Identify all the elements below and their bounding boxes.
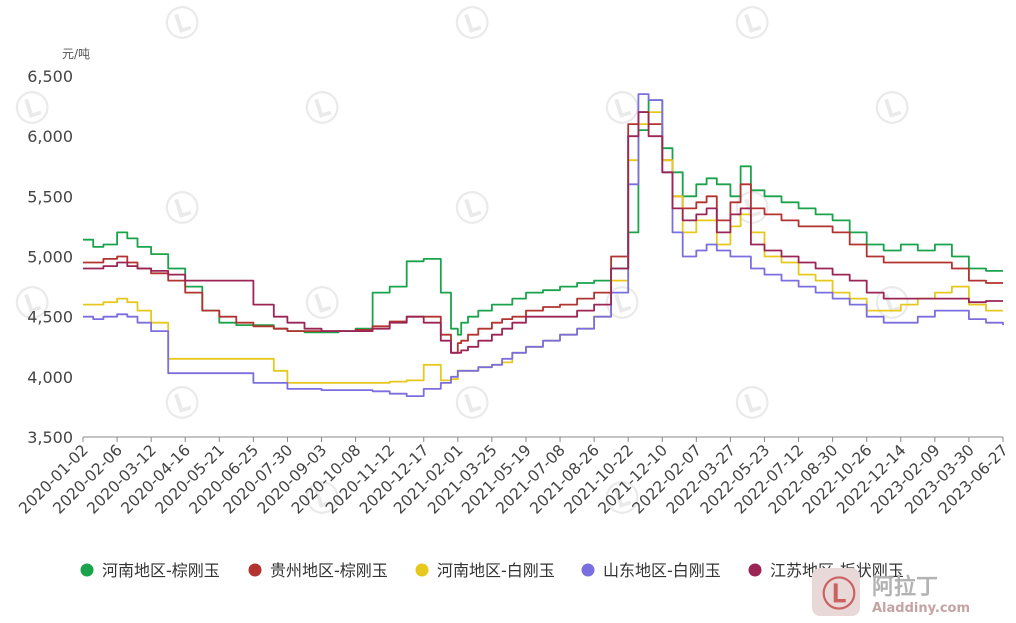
- legend-item: 贵州地区-棕刚玉: [248, 561, 388, 580]
- series-lines: [83, 93, 1004, 397]
- watermark-mark: Ⓛ: [300, 85, 345, 134]
- y-tick-label: 6,000: [27, 127, 73, 146]
- legend-marker: [748, 563, 762, 577]
- brand-logo-mark: Ⓛ: [822, 575, 856, 615]
- y-tick-label: 5,000: [27, 248, 73, 267]
- watermark-mark: Ⓛ: [450, 0, 495, 49]
- brand-logo: Ⓛ 阿拉丁 Aladdiny.com: [812, 568, 970, 616]
- legend-marker: [248, 563, 262, 577]
- x-axis: 2020-01-022020-02-062020-03-122020-04-16…: [15, 437, 1012, 518]
- legend-item: 河南地区-棕刚玉: [80, 561, 220, 580]
- legend-marker: [80, 563, 94, 577]
- legend-label: 河南地区-白刚玉: [437, 561, 555, 580]
- brand-url: Aladdiny.com: [872, 601, 970, 616]
- y-tick-label: 6,500: [27, 67, 73, 86]
- watermark-mark: Ⓛ: [160, 185, 205, 234]
- legend-marker: [581, 563, 595, 577]
- legend-label: 贵州地区-棕刚玉: [270, 561, 388, 580]
- legend: 河南地区-棕刚玉贵州地区-棕刚玉河南地区-白刚玉山东地区-白刚玉江苏地区-板状刚…: [80, 561, 904, 580]
- watermark-mark: Ⓛ: [730, 380, 775, 429]
- legend-item: 山东地区-白刚玉: [581, 561, 721, 580]
- y-unit-label: 元/吨: [62, 47, 90, 61]
- y-tick-label: 3,500: [27, 428, 73, 447]
- watermark-mark: Ⓛ: [870, 85, 915, 134]
- legend-item: 河南地区-白刚玉: [415, 561, 555, 580]
- series-line: [83, 99, 1003, 336]
- brand-logo-icon: [812, 568, 860, 616]
- watermark-mark: Ⓛ: [160, 0, 205, 49]
- legend-label: 山东地区-白刚玉: [603, 561, 721, 580]
- watermark-mark: Ⓛ: [450, 380, 495, 429]
- watermark-mark: Ⓛ: [300, 280, 345, 329]
- watermark-mark: Ⓛ: [730, 0, 775, 49]
- y-axis: 6,500 6,000 5,500 5,000 4,500 4,000 3,500: [27, 67, 1003, 447]
- y-tick-label: 4,000: [27, 368, 73, 387]
- legend-label: 河南地区-棕刚玉: [102, 561, 220, 580]
- legend-marker: [415, 563, 429, 577]
- series-line: [83, 93, 1004, 397]
- series-line: [83, 111, 1003, 354]
- y-tick-label: 4,500: [27, 308, 73, 327]
- watermark-mark: Ⓛ: [450, 185, 495, 234]
- watermark-mark: Ⓛ: [160, 380, 205, 429]
- series-line: [83, 111, 1003, 354]
- brand-name: 阿拉丁: [872, 574, 938, 600]
- y-tick-label: 5,500: [27, 187, 73, 206]
